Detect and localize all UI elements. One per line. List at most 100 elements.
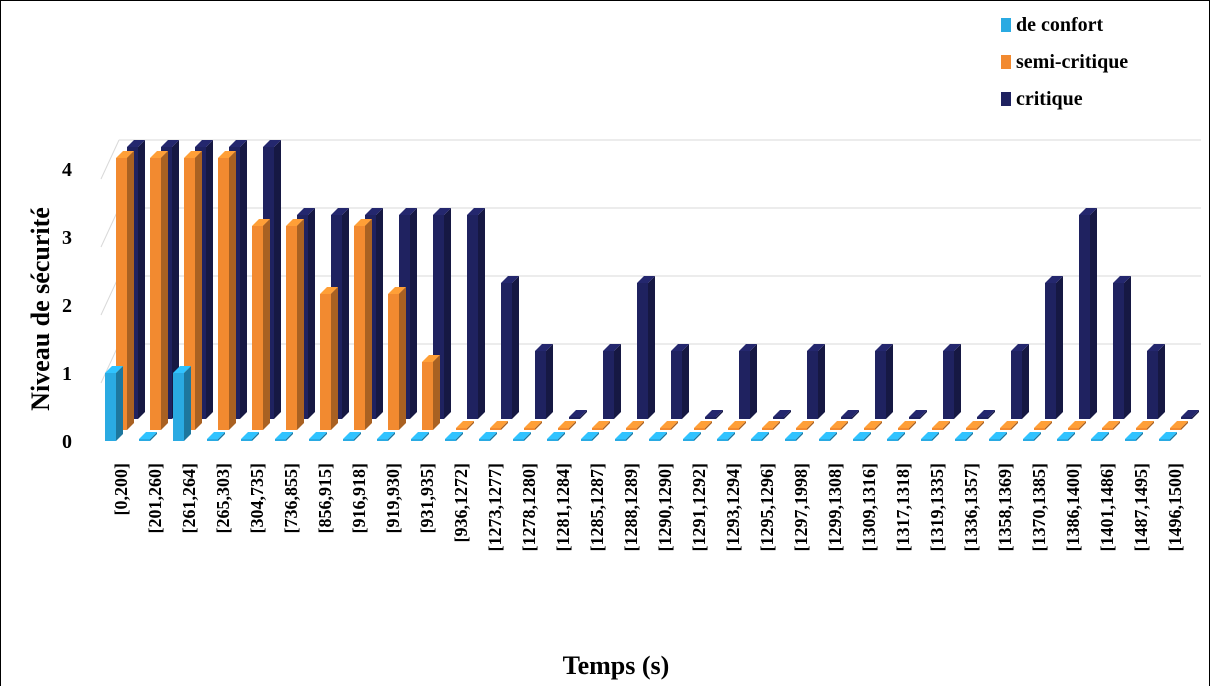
bar-top bbox=[739, 344, 757, 351]
bar-front bbox=[1057, 439, 1068, 441]
bar-side bbox=[830, 432, 837, 441]
bar-front bbox=[592, 428, 603, 430]
x-tick-label: [1291,1292] bbox=[689, 463, 709, 552]
bar-top bbox=[830, 421, 848, 428]
bar-side bbox=[626, 432, 633, 441]
bar-top bbox=[422, 355, 440, 362]
x-tick-label: [931,935] bbox=[417, 463, 437, 534]
x-axis-ticks: [0,200] [201,260] [261,264] [265,303] [304,7… bbox=[111, 463, 1185, 552]
bar-top bbox=[1034, 421, 1052, 428]
bar-side bbox=[1158, 344, 1165, 419]
bar-top bbox=[365, 208, 383, 215]
bar-semi-critique-6 bbox=[320, 287, 338, 430]
bar-top bbox=[592, 421, 610, 428]
bar-top bbox=[1011, 344, 1029, 351]
bar-front bbox=[739, 351, 750, 419]
bar-front bbox=[411, 439, 422, 441]
x-tick-label: [1358,1369] bbox=[995, 463, 1015, 552]
bar-top bbox=[751, 432, 769, 439]
bar-front bbox=[1181, 417, 1192, 419]
bar-top bbox=[184, 151, 202, 158]
bar-side bbox=[852, 410, 859, 419]
x-tick-label: [856,915] bbox=[315, 463, 335, 534]
bar-top bbox=[241, 432, 259, 439]
x-tick-label: [916,918] bbox=[349, 463, 369, 534]
bar-top bbox=[343, 432, 361, 439]
bar-top bbox=[479, 432, 497, 439]
bar-top bbox=[388, 287, 406, 294]
bar-top bbox=[139, 432, 157, 439]
bar-side bbox=[1181, 421, 1188, 430]
bar-front bbox=[853, 439, 864, 441]
bar-front bbox=[1023, 439, 1034, 441]
bar-side bbox=[920, 410, 927, 419]
bar-side bbox=[886, 344, 893, 419]
bar-side bbox=[1045, 421, 1052, 430]
bar-critique-14 bbox=[603, 344, 621, 419]
bar-de-confort-25 bbox=[955, 432, 973, 441]
bar-top bbox=[955, 432, 973, 439]
bar-top bbox=[1125, 432, 1143, 439]
bar-front bbox=[1034, 428, 1045, 430]
bar-front bbox=[1091, 439, 1102, 441]
x-tick-label: [1288,1289] bbox=[621, 463, 641, 552]
bar-top bbox=[377, 432, 395, 439]
bar-de-confort-14 bbox=[581, 432, 599, 441]
bar-front bbox=[751, 439, 762, 441]
bar-front bbox=[309, 439, 320, 441]
bar-side bbox=[796, 432, 803, 441]
bar-semi-critique-27 bbox=[1034, 421, 1052, 430]
bar-front bbox=[762, 428, 773, 430]
bar-top bbox=[615, 432, 633, 439]
bar-de-confort-6 bbox=[309, 432, 327, 441]
bar-de-confort-22 bbox=[853, 432, 871, 441]
bar-de-confort-20 bbox=[785, 432, 803, 441]
bar-top bbox=[841, 410, 859, 417]
bar-top bbox=[467, 208, 485, 215]
bar-semi-critique-28 bbox=[1068, 421, 1086, 430]
bar-semi-critique-16 bbox=[660, 421, 678, 430]
bar-top bbox=[966, 421, 984, 428]
bar-side bbox=[637, 421, 644, 430]
bar-top bbox=[286, 219, 304, 226]
x-tick-label: [1285,1287] bbox=[587, 463, 607, 552]
bar-de-confort-10 bbox=[445, 432, 463, 441]
bar-semi-critique-23 bbox=[898, 421, 916, 430]
bar-semi-critique-17 bbox=[694, 421, 712, 430]
bar-side bbox=[966, 432, 973, 441]
bar-de-confort-18 bbox=[717, 432, 735, 441]
bar-side bbox=[1034, 432, 1041, 441]
bar-critique-17 bbox=[705, 410, 723, 419]
bar-front bbox=[547, 439, 558, 441]
bar-de-confort-28 bbox=[1057, 432, 1075, 441]
bar-front bbox=[218, 158, 229, 430]
x-tick-label: [1370,1385] bbox=[1029, 463, 1049, 552]
bar-critique-27 bbox=[1045, 276, 1063, 419]
bar-front bbox=[637, 283, 648, 419]
bar-top bbox=[728, 421, 746, 428]
bar-top bbox=[456, 421, 474, 428]
x-tick-label: [1273,1277] bbox=[485, 463, 505, 552]
bar-side bbox=[331, 287, 338, 430]
bar-side bbox=[1022, 344, 1029, 419]
bar-side bbox=[614, 344, 621, 419]
bar-side bbox=[1102, 432, 1109, 441]
bar-front bbox=[796, 428, 807, 430]
bar-side bbox=[229, 151, 236, 430]
bar-side bbox=[1192, 410, 1199, 419]
bar-semi-critique-22 bbox=[864, 421, 882, 430]
x-tick-label: [1401,1486] bbox=[1097, 463, 1117, 552]
bar-critique-20 bbox=[807, 344, 825, 419]
bar-front bbox=[320, 294, 331, 430]
x-tick-label: [1386,1400] bbox=[1063, 463, 1083, 552]
bar-de-confort-1 bbox=[139, 432, 157, 441]
bar-top bbox=[705, 410, 723, 417]
bar-semi-critique-10 bbox=[456, 421, 474, 430]
bar-front bbox=[728, 428, 739, 430]
bar-de-confort-0 bbox=[105, 366, 123, 441]
bar-side bbox=[580, 410, 587, 419]
bar-top bbox=[161, 140, 179, 147]
bar-semi-critique-24 bbox=[932, 421, 950, 430]
y-axis-ticks: 0 1 2 3 4 bbox=[62, 159, 72, 453]
bar-side bbox=[1124, 276, 1131, 419]
